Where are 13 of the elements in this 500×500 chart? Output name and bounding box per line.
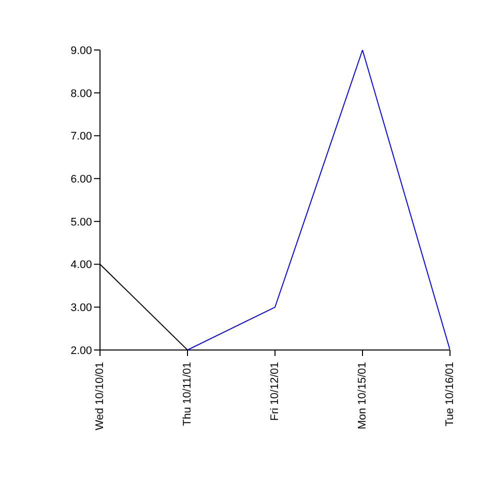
y-tick-label: 9.00: [70, 44, 92, 57]
x-tick-label: Mon 10/15/01: [356, 362, 368, 430]
y-tick-label: 4.00: [70, 259, 92, 272]
y-tick-label: 7.00: [70, 130, 92, 143]
y-tick-label: 2.00: [70, 344, 92, 357]
x-tick-label: Fri 10/12/01: [269, 362, 281, 421]
x-tick-label: Tue 10/16/01: [444, 362, 456, 426]
x-tick-label: Thu 10/11/01: [182, 362, 194, 426]
y-tick-label: 5.00: [70, 216, 92, 228]
y-tick-label: 6.00: [70, 173, 92, 186]
x-tick-label: Wed 10/10/01: [94, 362, 106, 430]
y-tick-label: 8.00: [70, 88, 92, 100]
y-tick-label: 3.00: [70, 302, 92, 314]
